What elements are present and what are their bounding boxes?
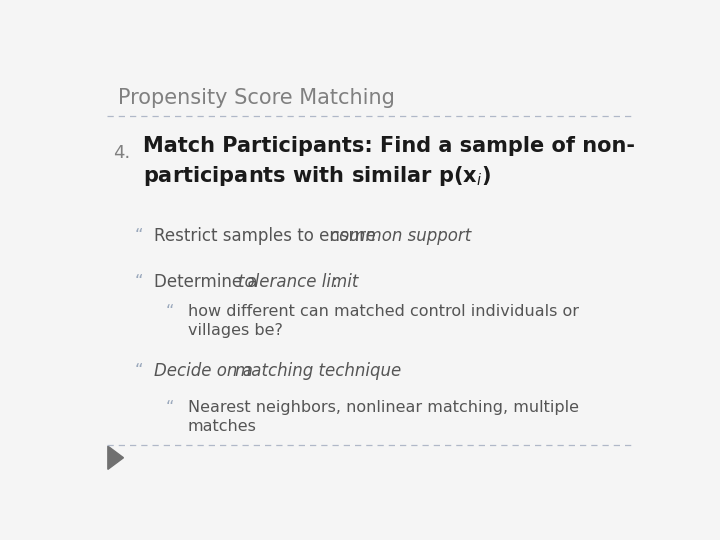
Polygon shape <box>108 446 124 469</box>
Text: Determine a: Determine a <box>154 273 263 291</box>
Text: Restrict samples to ensure: Restrict samples to ensure <box>154 227 382 245</box>
Text: Match Participants: Find a sample of non-: Match Participants: Find a sample of non… <box>143 136 635 156</box>
Text: :: : <box>332 273 338 291</box>
Text: matching technique: matching technique <box>235 362 401 380</box>
Text: “: “ <box>135 273 143 291</box>
Text: how different can matched control individuals or
villages be?: how different can matched control indivi… <box>188 304 579 338</box>
Text: 4.: 4. <box>114 144 131 162</box>
Text: Decide on a: Decide on a <box>154 362 258 380</box>
Text: “: “ <box>135 227 143 245</box>
Text: common support: common support <box>330 227 472 245</box>
Text: “: “ <box>166 304 174 319</box>
Text: participants with similar p(x$_i$): participants with similar p(x$_i$) <box>143 164 491 188</box>
Text: Propensity Score Matching: Propensity Score Matching <box>118 87 395 107</box>
Text: “: “ <box>135 362 143 380</box>
Text: Nearest neighbors, nonlinear matching, multiple
matches: Nearest neighbors, nonlinear matching, m… <box>188 400 579 434</box>
Text: “: “ <box>166 400 174 415</box>
Text: tolerance limit: tolerance limit <box>238 273 359 291</box>
